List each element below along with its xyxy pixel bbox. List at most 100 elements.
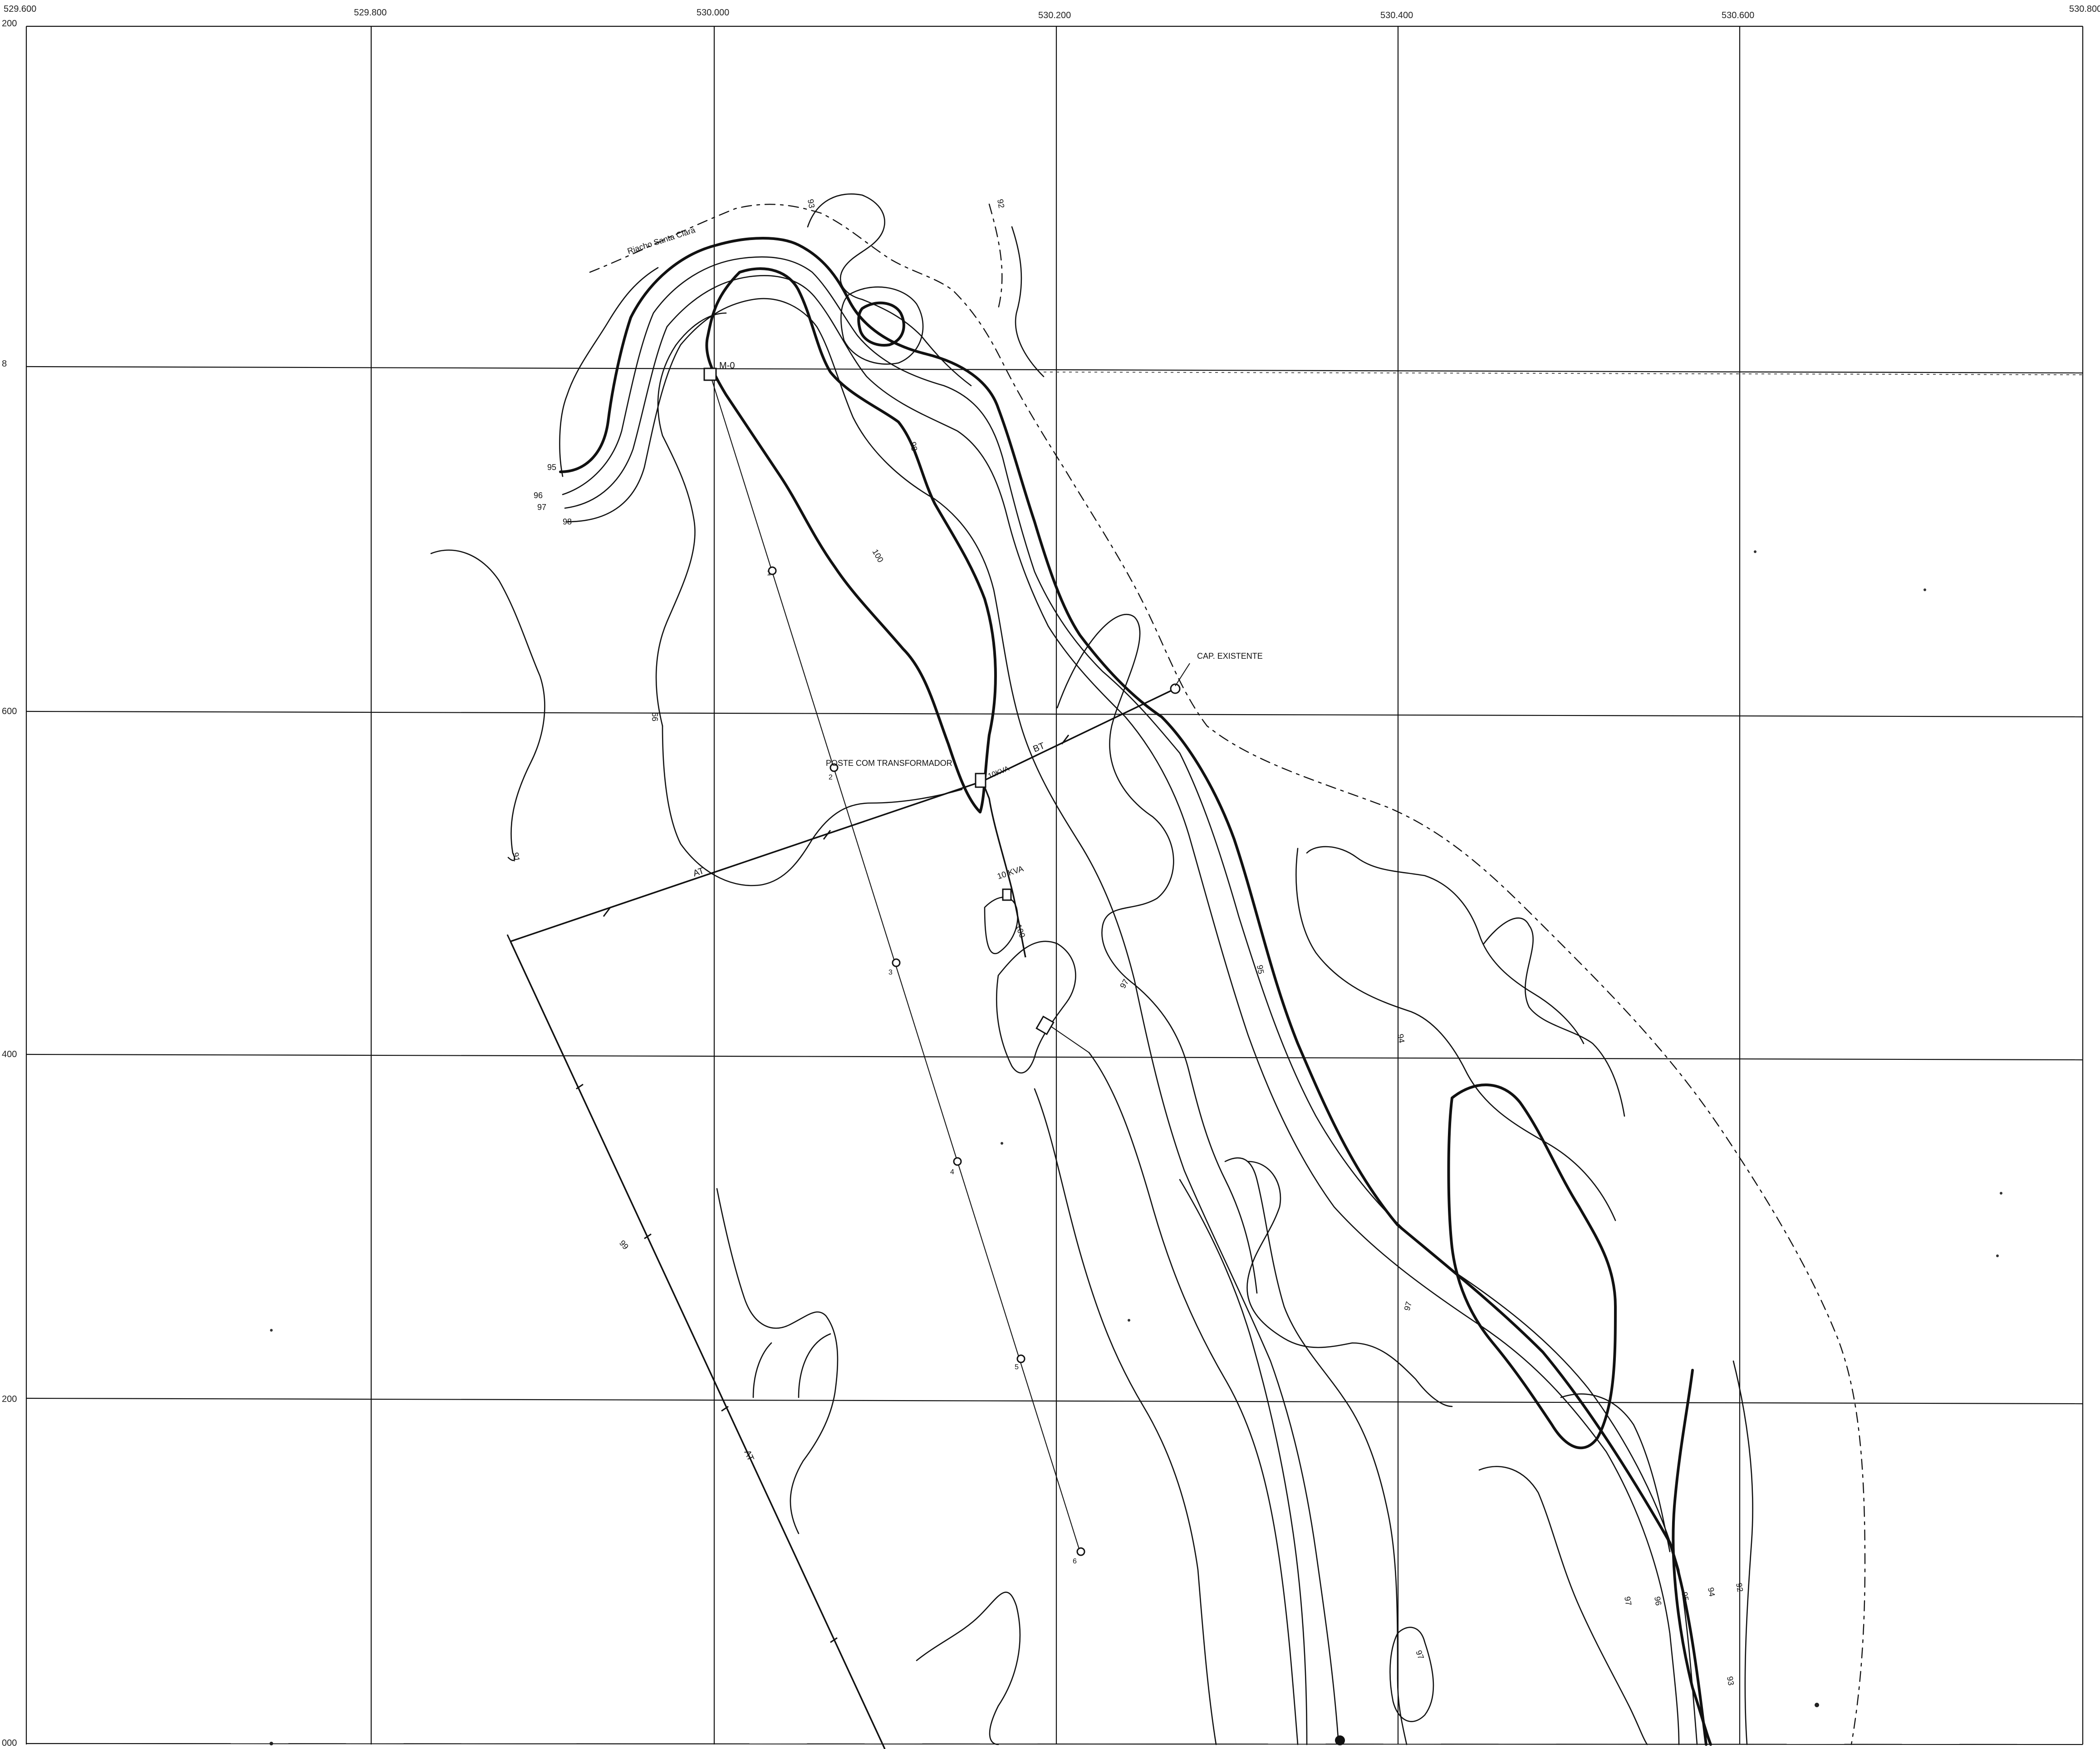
contour-91-west [430,549,545,861]
contour-label-92-top: 92 [996,198,1006,209]
powerline-at-east [510,780,983,942]
contour-lines [430,193,1753,1746]
at-tick-2 [823,830,831,840]
contour-97-meander [1056,614,1258,1294]
contour-label-94-mid: 94 [1396,1033,1406,1044]
powerline-at-south [510,941,886,1749]
y-label-400: 400 [2,1049,17,1059]
marco-label: M-0 [719,361,735,371]
contour-north-east-1 [1306,846,1585,1044]
x-label-529600: 529.600 [4,4,36,14]
contour-south-5 [1224,1157,1408,1745]
x-label-529800: 529.800 [354,8,387,18]
contour-97-south-lobe [1389,1627,1434,1722]
contour-99 [655,312,727,727]
contour-south-4 [1179,1179,1308,1745]
contour-label-96-south: 96 [1653,1596,1663,1606]
at-tick-5 [721,1406,729,1412]
contour-label-94-south: 94 [1706,1587,1717,1597]
contour-97-south-2 [1478,1466,1648,1745]
speck [1754,550,1757,553]
x-label-530400: 530.400 [1380,10,1413,20]
contour-label-98-mid: 98 [908,441,919,451]
transformer-icon [975,773,986,788]
contour-93-north [807,193,972,387]
survey-point-icon [1335,1735,1345,1745]
speck [1996,1254,1999,1257]
speck [1815,1703,1819,1707]
y-label-000: 000 [2,1738,17,1748]
contour-98 [566,298,1339,1745]
contour-95 [559,237,1707,1746]
at-tick-3 [576,1083,584,1090]
contour-label-93-south: 93 [1725,1676,1736,1686]
poles [703,367,1345,1745]
speck [270,1742,273,1745]
contour-label-97-south: 97 [1623,1596,1633,1606]
pole-5-label: 5 [1015,1363,1019,1371]
contour-south-1 [916,1592,1021,1745]
y-label-600: 600 [2,706,17,716]
contour-92-north [1011,226,1045,377]
existing-cap-icon [1170,683,1181,694]
y-label-800: 8 [2,359,7,369]
contour-99-sw-inner [798,1333,831,1398]
pole-4-label: 4 [950,1168,954,1176]
at-tick-1 [603,907,611,917]
contour-south-2 [1034,1088,1217,1745]
grid-labels: 529.600 529.800 530.000 530.200 530.400 … [2,4,2100,1748]
x-label-530600: 530.600 [1722,10,1754,20]
y-label-top: 200 [2,19,17,29]
at-end-marker [506,934,515,949]
contour-label-93-top: 93 [806,198,816,209]
contour-100 [705,267,997,813]
transformer-label: POSTE COM TRANSFORMADOR [826,759,952,768]
pole-1-label: 1 [767,569,771,577]
contour-99-sw [716,1188,839,1534]
grid-line-y-400 [26,1053,2083,1061]
x-label-530000: 530.000 [697,8,729,18]
y-label-200: 200 [2,1394,17,1404]
pole-3-icon [892,958,901,967]
powerline-to-10kva [981,781,1026,958]
contour-label-96: 96 [534,491,543,500]
contour-north-east-3 [1483,917,1625,1117]
existing-cap-leader [1175,663,1190,686]
contour-98-eastlobe [1447,1083,1617,1450]
pole-3-label: 3 [888,969,893,976]
grid-line-y-200 [26,1397,2083,1405]
contour-north-east-2 [1295,848,1616,1221]
marco-m0-icon [703,367,717,381]
contour-96 [562,256,1698,1745]
map-specks [270,550,2002,1745]
speck [1001,1142,1003,1145]
pole-2-icon [829,763,839,772]
pole-6-label: 6 [1073,1558,1077,1565]
terminal-box-icon [1035,1015,1055,1035]
contour-label-98: 98 [563,517,572,526]
contour-label-92-south: 92 [1734,1582,1745,1592]
speck [2000,1192,2002,1195]
knoll-center [857,301,905,347]
knoll-ring [840,286,924,365]
contour-94-south [1560,1393,1671,1553]
contour-label-99-west: 99 [651,712,660,721]
at-tick-4 [644,1233,652,1239]
x-label-530200: 530.200 [1038,10,1071,20]
pole-6-icon [1076,1547,1085,1556]
speck [1923,588,1926,591]
speck [270,1329,273,1332]
pole-5-icon [1016,1354,1025,1363]
powerline-bt [982,688,1176,782]
contour-label-95-mid: 95 [1255,964,1266,975]
existing-cap-label: CAP. EXISTENTE [1197,652,1263,661]
contour-label-95: 95 [547,463,556,472]
x-label-530800: 530.800 [2069,4,2100,14]
stream-branch [988,203,1003,309]
bt-tick-1 [1061,735,1070,745]
speck [1128,1319,1130,1322]
pole-2-label: 2 [829,774,833,781]
contour-95-south [1672,1369,1712,1746]
contour-99-sw-tick [752,1342,772,1398]
